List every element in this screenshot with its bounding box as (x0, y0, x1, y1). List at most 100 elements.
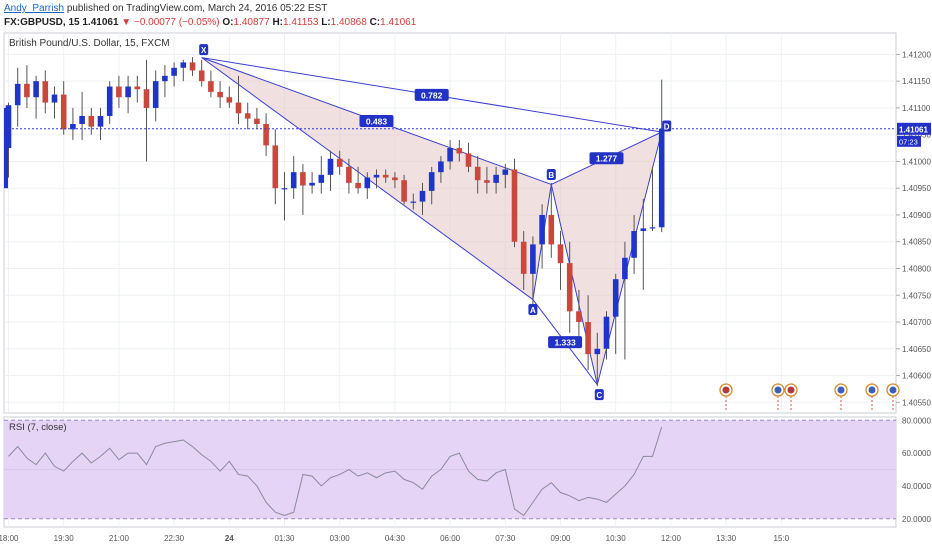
candle-body (244, 113, 251, 119)
candle-body (33, 81, 39, 98)
price-tick-label: 1.40900 (902, 211, 931, 220)
candle-body (658, 128, 665, 228)
price-tick-label: 1.40800 (902, 264, 931, 273)
candle-body (226, 97, 233, 103)
ratio-tag (359, 115, 394, 128)
quote-line: FX:GBPUSD, 15 1.41061 ▼ −0.00077 (−0.05%… (4, 16, 416, 30)
rsi-tick-label: 80.0000 (902, 416, 931, 425)
time-tick-label: 12:00 (661, 534, 682, 543)
price-tick-label: 1.40550 (902, 398, 931, 407)
candle-body (493, 174, 499, 183)
event-flag-fill (868, 386, 876, 394)
candles (4, 57, 665, 387)
candle-body (355, 182, 361, 189)
axes: 1.41200 1.41150 1.41100 1.41050 1.41000 1.409… (0, 50, 931, 543)
candle-body (263, 123, 269, 146)
candle-body (392, 177, 398, 181)
candle-body (309, 182, 315, 186)
ratio-tag (548, 336, 583, 349)
pattern-point-label: X (201, 46, 207, 55)
candle-body (143, 89, 150, 108)
candle-body (520, 241, 527, 274)
candle-body (502, 169, 509, 175)
candle-body (438, 161, 444, 173)
candle-body (24, 83, 30, 98)
rsi-plot (8, 426, 663, 517)
time-tick-label: 21:00 (109, 534, 130, 543)
last-price: 1.41061 (82, 17, 119, 28)
ratio-label: 1.333 (554, 338, 576, 348)
time-tick-label: 10:30 (606, 534, 627, 543)
published-text: published on TradingView.com, March 24, … (66, 3, 328, 14)
candle-body (401, 180, 407, 202)
candle-body (428, 172, 435, 191)
event-flag-fill (722, 386, 730, 394)
event-flag-fill (774, 386, 782, 394)
candle-body (530, 244, 536, 274)
event-flag-fill (889, 386, 897, 394)
candle-body (484, 180, 490, 183)
candle-body (290, 172, 297, 189)
price-tick-label: 1.41150 (902, 77, 931, 86)
low-key: L: (321, 17, 331, 28)
edge-candle-body (4, 107, 8, 189)
candle-body (612, 279, 619, 317)
price-tick-label: 1.41200 (902, 50, 931, 59)
pattern-point-tag (662, 120, 672, 132)
overlays: 1.41061 07:23 X A B C D 0.483 0.782 1.333 1.277 (4, 44, 931, 411)
close-key: C: (369, 17, 381, 28)
ratio-tag (414, 88, 449, 101)
rsi-tick-label: 40.0000 (902, 482, 931, 491)
event-flag-fill (837, 386, 845, 394)
down-arrow-icon: ▼ (121, 17, 132, 28)
price-tick-label: 1.40950 (902, 184, 931, 193)
candle-body (171, 67, 177, 76)
candle-body (640, 228, 647, 232)
candle-body (281, 188, 288, 190)
publish-line: Andy_Parrish published on TradingView.co… (4, 2, 327, 16)
time-tick-label: 06:00 (440, 534, 461, 543)
candle-body (42, 81, 49, 103)
candle-body (70, 123, 76, 130)
candle-body (649, 227, 656, 229)
candle-body (152, 81, 159, 108)
candle-body (189, 62, 196, 71)
candle-body (272, 145, 279, 189)
chart-title: British Pound/U.S. Dollar, 15, FXCM (9, 38, 170, 49)
candle-body (5, 105, 12, 149)
candle-body (603, 316, 610, 349)
author-link[interactable]: Andy_Parrish (4, 3, 65, 14)
pattern-point-tag (594, 389, 604, 401)
last-price-text: 1.41061 (899, 125, 928, 134)
candle-body (134, 86, 141, 90)
price-tick-label: 1.40650 (902, 345, 931, 354)
candle-body (208, 81, 214, 92)
candle-body (576, 311, 582, 323)
rsi-band (4, 419, 896, 520)
countdown-text: 07:23 (899, 137, 918, 146)
open-key: O: (222, 17, 234, 28)
ratio-label: 0.782 (421, 90, 443, 100)
candle-body (88, 115, 95, 127)
symbol-label: FX:GBPUSD, 15 (4, 17, 80, 28)
candle-body (447, 148, 453, 162)
candle-body (364, 177, 371, 189)
time-tick-label: 01:30 (274, 534, 295, 543)
candle-body (318, 174, 325, 183)
high-key: H: (272, 17, 283, 28)
time-tick-label: 15:0 (774, 534, 790, 543)
last-price-tag (897, 122, 931, 135)
time-tick-label: 04:30 (385, 534, 406, 543)
pattern-point-label: C (596, 391, 602, 400)
chart-header: Andy_Parrish published on TradingView.co… (0, 0, 932, 32)
rsi-label: RSI (7, close) (9, 422, 67, 433)
candle-body (373, 174, 380, 178)
candle-body (14, 83, 21, 106)
time-tick-label: 13:30 (716, 534, 737, 543)
candle-body (300, 172, 306, 186)
candle-body (511, 169, 518, 242)
pattern-point-label: A (530, 306, 536, 315)
candle-body (456, 148, 463, 154)
time-tick-label: 19:30 (54, 534, 75, 543)
